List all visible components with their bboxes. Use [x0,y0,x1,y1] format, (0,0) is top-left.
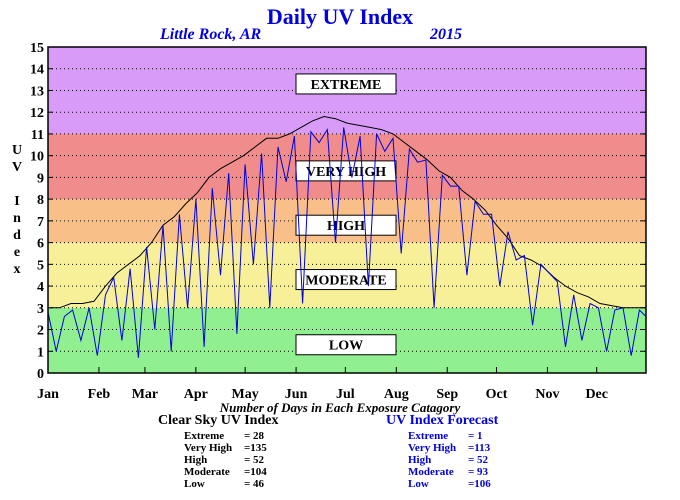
band-label-moderate: MODERATE [305,274,386,289]
x-tick-label: Mar [132,387,158,402]
forecast-row-value: = 52 [468,454,489,466]
y-tick-label: 11 [31,128,44,143]
forecast-row-label: Low [408,478,429,490]
band-label-box-moderate [295,269,397,291]
y-tick-label: 15 [30,41,44,56]
x-tick-label: May [232,387,259,402]
chart-location: Little Rock, AR [160,26,262,43]
forecast-row-value: = 93 [468,466,489,478]
clear-sky-row-value: =104 [244,466,267,478]
x-tick-label: Oct [486,387,508,402]
forecast-row-label: High [408,454,432,466]
x-tick-label: Aug [384,387,409,402]
band-label-extreme: EXTREME [311,78,382,93]
x-tick-label: Nov [535,387,559,402]
y-tick-label: 1 [37,345,44,360]
forecast-summary-title: UV Index Forecast [386,413,499,428]
x-tick-label: Jul [336,387,355,402]
y-tick-label: 2 [37,324,44,339]
x-tick-label: Feb [88,387,111,402]
y-tick-label: 8 [37,193,44,208]
series-forecast-line [47,127,647,358]
chart-title: Daily UV Index [266,4,414,29]
band-label-high: HIGH [327,219,365,234]
clear-sky-row-label: Moderate [184,466,230,478]
forecast-row-value: = 1 [468,430,483,442]
clear-sky-row-label: Low [184,478,205,490]
x-tick-label: Dec [585,387,608,402]
forecast-row-value: =113 [468,442,491,454]
y-tick-label: 14 [30,63,44,78]
clear-sky-row-value: = 52 [244,454,265,466]
clear-sky-row-value: = 46 [244,478,265,490]
y-axis-label: U V I n d e x [11,143,23,277]
clear-sky-row-value: =135 [244,442,267,454]
forecast-row-label: Extreme [408,430,449,442]
clear-sky-row-label: Very High [184,442,233,454]
y-tick-label: 5 [37,258,44,273]
y-tick-label: 9 [37,171,44,186]
x-tick-label: Apr [184,387,208,402]
y-tick-label: 6 [37,237,44,252]
clear-sky-row-label: Extreme [184,430,225,442]
x-tick-label: Jan [37,387,59,402]
x-tick-label: Jun [285,387,308,402]
y-tick-label: 3 [37,302,44,317]
chart-year: 2015 [430,26,462,43]
forecast-row-value: =106 [468,478,491,490]
y-tick-label: 12 [30,106,44,121]
band-label-very-high: VERY HIGH [306,165,386,180]
forecast-row-label: Moderate [408,466,454,478]
y-tick-label: 0 [37,367,44,382]
band-label-low: LOW [329,339,363,354]
y-tick-label: 13 [30,84,44,99]
clear-sky-row-label: High [184,454,208,466]
y-tick-label: 10 [30,150,44,165]
y-tick-label: 7 [37,215,44,230]
clear-sky-summary-title: Clear Sky UV Index [158,413,279,428]
x-axis-caption: Number of Days in Each Exposure Catagory [219,400,461,415]
band-label-box-extreme [295,73,397,95]
y-tick-label: 4 [37,280,44,295]
x-tick-label: Sep [436,387,458,402]
band-label-box-low [295,334,397,356]
forecast-row-label: Very High [408,442,457,454]
clear-sky-row-value: = 28 [244,430,265,442]
plot-frame [47,46,647,374]
